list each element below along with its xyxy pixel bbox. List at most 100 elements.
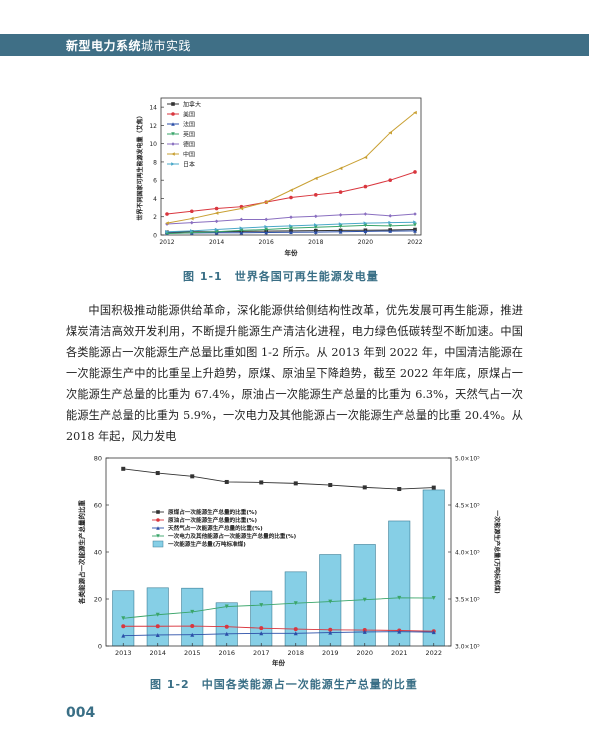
data-point — [239, 228, 244, 233]
bar — [388, 520, 411, 647]
data-point — [165, 230, 169, 234]
data-point — [397, 595, 402, 600]
legend-marker — [156, 526, 160, 530]
data-point — [363, 223, 368, 228]
legend-marker — [171, 132, 175, 136]
data-point — [214, 227, 219, 232]
x-tick-label: 2022 — [425, 649, 442, 657]
y2-tick-label: 4.5×10⁵ — [455, 503, 480, 510]
data-point — [190, 229, 194, 233]
data-point — [239, 230, 244, 235]
data-point — [165, 222, 169, 226]
data-point — [190, 209, 194, 214]
data-point — [264, 200, 268, 204]
data-point — [338, 166, 343, 171]
data-point — [328, 483, 333, 488]
y-tick-label: 4 — [153, 196, 157, 203]
series-line — [166, 112, 416, 224]
data-point — [363, 184, 368, 189]
header-title-bold: 新型电力系统 — [66, 39, 142, 53]
data-point — [121, 616, 126, 621]
x-tick-label: 2014 — [149, 649, 166, 657]
data-point — [293, 631, 298, 636]
data-point — [289, 188, 293, 193]
legend-label: 加拿大 — [183, 100, 201, 108]
bar — [215, 602, 238, 647]
y-tick-label: 8 — [153, 159, 157, 166]
data-point — [338, 222, 343, 226]
data-point — [293, 601, 298, 606]
data-point — [239, 217, 244, 222]
x-axis-label: 年份 — [272, 658, 286, 667]
data-point — [431, 485, 436, 490]
x-tick-label: 2019 — [322, 649, 339, 657]
data-point — [289, 195, 293, 200]
bar — [146, 587, 169, 647]
data-point — [224, 479, 229, 484]
data-point — [413, 229, 417, 233]
header-title-rest: 城市实践 — [141, 39, 192, 53]
data-point — [224, 604, 229, 609]
data-point — [388, 224, 392, 228]
data-point — [362, 597, 367, 602]
data-point — [328, 599, 333, 604]
data-point — [314, 223, 318, 227]
data-point — [314, 193, 318, 197]
legend-label: 中国 — [183, 150, 195, 158]
data-point — [121, 466, 126, 471]
x-tick-label: 2020 — [358, 239, 373, 246]
page-number: 004 — [66, 705, 96, 721]
data-point — [413, 220, 417, 225]
data-point — [363, 212, 368, 216]
legend-marker — [171, 122, 175, 126]
data-point — [413, 212, 417, 216]
data-point — [190, 474, 195, 479]
y-axis-label: 各类能源占一次能源生产总量的比重 — [77, 500, 86, 606]
data-point — [362, 485, 367, 490]
x-tick-label: 2016 — [218, 649, 235, 657]
data-point — [338, 230, 343, 234]
data-point — [214, 206, 219, 211]
legend-marker — [171, 112, 175, 116]
data-point — [363, 229, 368, 234]
y-tick-label: 40 — [94, 549, 102, 557]
data-point — [121, 624, 126, 629]
data-point — [363, 221, 368, 225]
x-tick-label: 2016 — [259, 239, 274, 246]
data-point — [314, 230, 318, 234]
data-point — [190, 632, 195, 637]
x-tick-label: 2022 — [407, 239, 422, 246]
y-tick-label: 0 — [98, 643, 102, 651]
data-point — [338, 213, 343, 217]
series-line — [166, 171, 416, 215]
running-header: 新型电力系统城市实践 — [66, 37, 191, 54]
legend-marker — [171, 162, 175, 166]
data-point — [155, 612, 160, 617]
data-point — [338, 224, 343, 229]
legend-marker — [156, 534, 160, 538]
legend-label: 原油占一次能源生产总量的比重(%) — [168, 516, 257, 524]
data-point — [155, 624, 160, 629]
data-point — [289, 230, 293, 235]
legend-label: 一次电力及其他能源占一次能源生产总量的比重(%) — [168, 532, 297, 540]
y-tick-label: 14 — [149, 105, 157, 112]
data-point — [314, 176, 318, 181]
legend-label: 天然气占一次能源生产总量的比重(%) — [168, 524, 263, 532]
data-point — [155, 471, 160, 476]
data-point — [259, 603, 264, 608]
x-tick-label: 2015 — [184, 649, 201, 657]
legend-label: 英国 — [183, 130, 195, 138]
data-point — [289, 226, 293, 230]
figure-1-caption: 图 1-1 世界各国可再生能源发电量 — [183, 270, 379, 283]
y2-tick-label: 5.0×10⁵ — [455, 456, 480, 463]
data-point — [264, 217, 268, 222]
data-point — [259, 631, 264, 636]
body-paragraph: 中国积极推动能源供给革命，深化能源供给侧结构性改革，优先发展可再生能源，推进煤炭… — [66, 304, 523, 443]
data-point — [362, 629, 367, 634]
header-bar — [0, 34, 589, 56]
bar — [250, 590, 273, 647]
x-tick-label: 2017 — [253, 649, 270, 657]
data-point — [165, 221, 169, 225]
x-tick-label: 2020 — [356, 649, 373, 657]
legend-marker — [171, 102, 175, 106]
